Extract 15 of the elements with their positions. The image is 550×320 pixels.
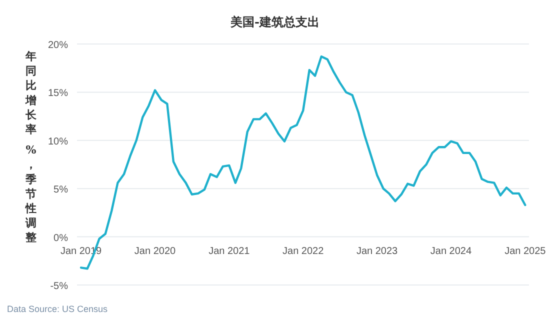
x-tick-label: Jan 2022	[282, 246, 324, 257]
y-tick-label: 10%	[48, 136, 68, 148]
y-tick-label: 0%	[54, 232, 68, 244]
y-tick-label: 20%	[48, 40, 68, 51]
y-tick-label: -5%	[50, 281, 68, 292]
source-note: Data Source: US Census	[7, 304, 108, 314]
x-tick-label: Jan 2021	[208, 246, 250, 257]
text: 年同比增长率 %，季节性调整	[26, 50, 36, 244]
x-tick-label: Jan 2020	[134, 246, 176, 257]
x-tick-label: Jan 2025	[504, 246, 546, 257]
chart-title: 美国-建筑总支出	[230, 15, 320, 29]
x-tick-label: Jan 2023	[356, 246, 398, 257]
y-tick-label: 5%	[54, 184, 68, 196]
y-tick-label: 15%	[48, 88, 68, 100]
x-tick-label: Jan 2024	[430, 246, 472, 257]
